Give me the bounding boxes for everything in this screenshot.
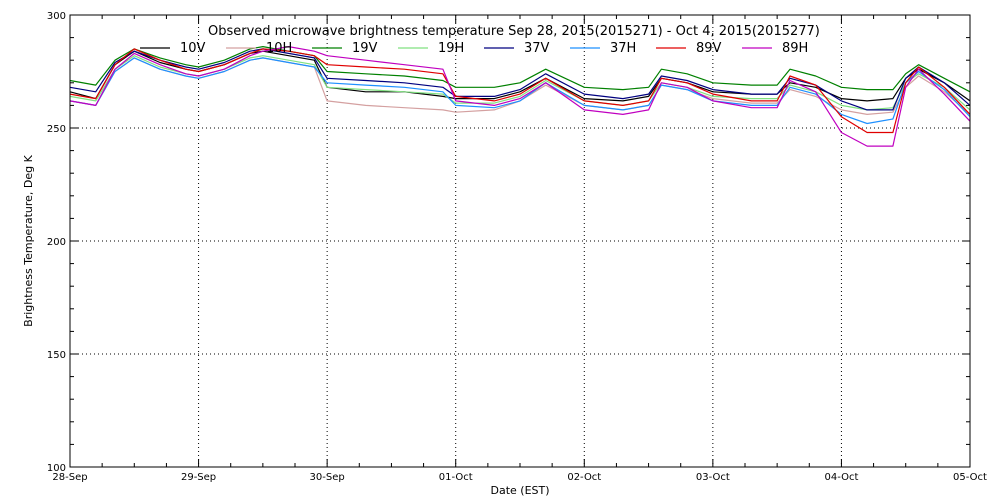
series-line-37v <box>69 48 971 111</box>
x-tick-label: 03-Oct <box>696 472 730 483</box>
y-tick-label: 250 <box>47 124 66 135</box>
legend-label-19h: 19H <box>438 41 464 56</box>
y-tick-label: 300 <box>47 11 66 22</box>
x-tick-label: 28-Sep <box>52 472 87 483</box>
y-tick-label: 200 <box>47 237 66 248</box>
legend-label-89v: 89V <box>696 41 722 56</box>
y-axis-label: Brightness Temperature, Deg K <box>22 154 35 326</box>
x-tick-label: 01-Oct <box>439 472 473 483</box>
x-tick-label: 29-Sep <box>181 472 216 483</box>
legend-label-89h: 89H <box>782 41 808 56</box>
y-tick-label: 150 <box>47 350 66 361</box>
legend-label-37v: 37V <box>524 41 550 56</box>
legend-label-10v: 10V <box>180 41 206 56</box>
series-line-89h <box>69 45 971 147</box>
legend-label-37h: 37H <box>610 41 636 56</box>
series-layer <box>69 45 971 147</box>
grid <box>70 15 970 467</box>
legend-label-19v: 19V <box>352 41 378 56</box>
x-axis-label: Date (EST) <box>490 484 549 497</box>
x-tick-label: 04-Oct <box>824 472 858 483</box>
legend-label-10h: 10H <box>266 41 292 56</box>
y-tick-label: 100 <box>47 463 66 474</box>
ticks: 28-Sep 29-Sep 30-Sep 01-Oct 02-Oct 03-Oct 04-O… <box>47 11 987 483</box>
chart-title: Observed microwave brightness temperatur… <box>208 24 820 39</box>
x-tick-label: 30-Sep <box>310 472 345 483</box>
series-line-10h <box>69 57 971 116</box>
x-tick-label: 05-Oct <box>953 472 987 483</box>
series-line-89v <box>69 48 971 134</box>
series-line-19v <box>69 45 971 93</box>
x-tick-label: 02-Oct <box>567 472 601 483</box>
series-line-37h <box>69 57 971 125</box>
legend: 10V 10H 19V 19H 37V 37H 89V 89H <box>140 41 808 56</box>
